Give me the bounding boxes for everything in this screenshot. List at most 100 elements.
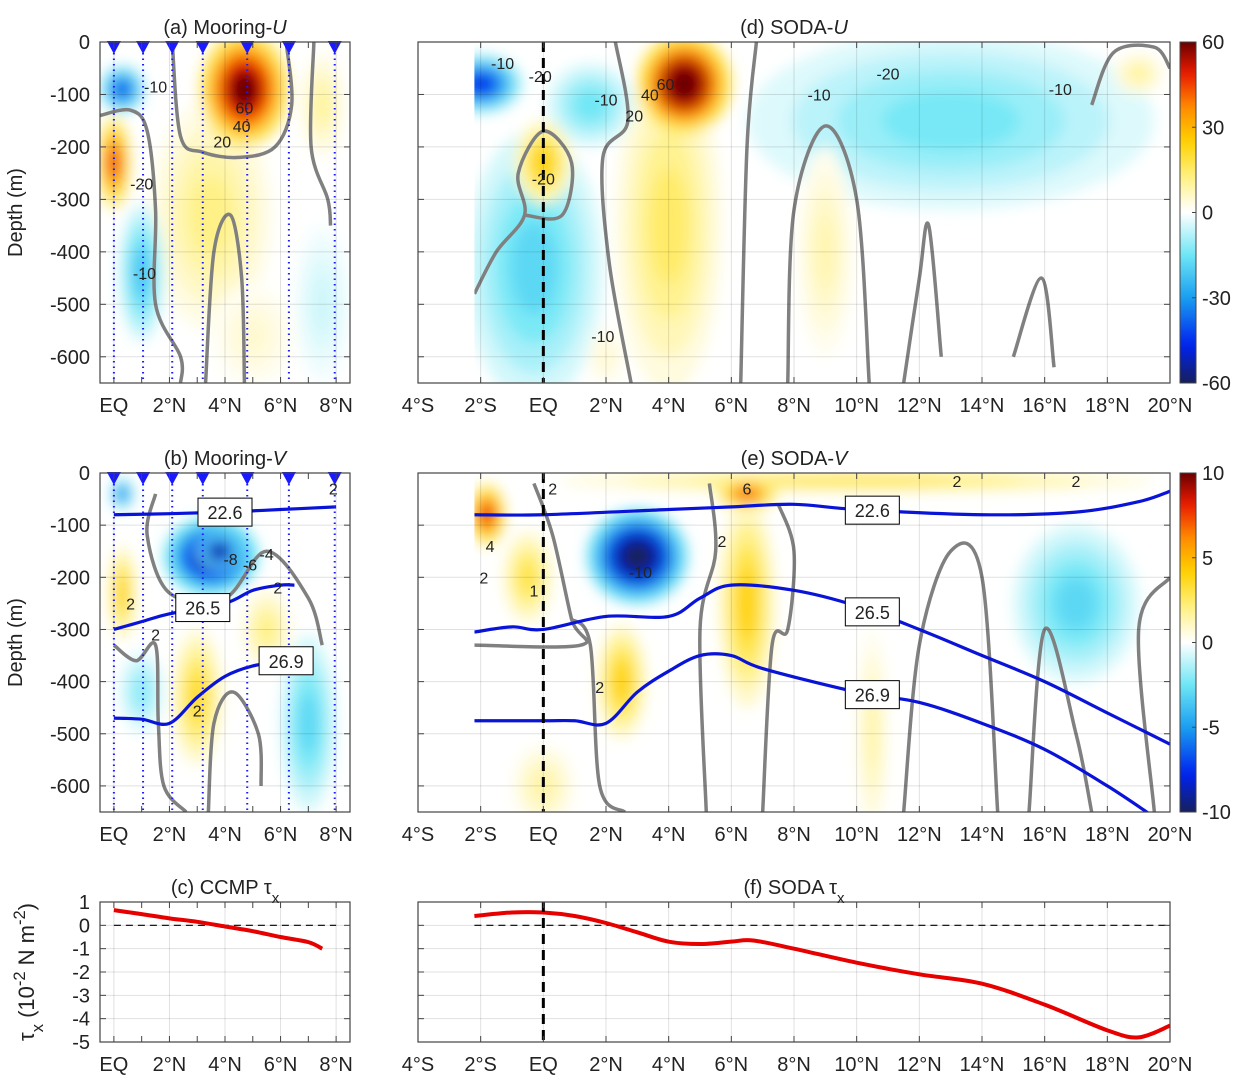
- x-tick-label: 8°N: [319, 395, 353, 417]
- zero-contour: [1136, 576, 1170, 812]
- y-tick-label: -200: [50, 567, 90, 589]
- mooring-triangle-icon: [195, 41, 210, 54]
- isopycnal-label-box: [844, 680, 900, 710]
- mooring-triangle-icon: [240, 472, 255, 485]
- isopycnal-line: [113, 659, 287, 726]
- x-tick-label: 20°N: [1148, 824, 1193, 846]
- zero-contour: [901, 221, 944, 383]
- colorbar-tick-label: 60: [1202, 32, 1224, 54]
- x-tick-label: 10°N: [834, 1054, 879, 1076]
- field-blob: [474, 74, 495, 94]
- isopycnal-label-box: [197, 497, 253, 527]
- x-tick-label: 4°S: [402, 395, 434, 417]
- mooring-triangle-icon: [165, 472, 180, 485]
- isopycnal-label: 26.5: [855, 603, 890, 623]
- colorbar-tick-label: 10: [1202, 463, 1224, 485]
- panel-title: (f) SODA τx: [744, 877, 845, 907]
- contour-label: 4: [486, 539, 495, 556]
- x-tick-label: 6°N: [715, 1054, 749, 1076]
- x-tick-label: 16°N: [1022, 395, 1067, 417]
- colorbar-tick-label: 0: [1202, 203, 1213, 225]
- isopycnal-line: [474, 489, 1170, 517]
- contour-label: -4: [260, 547, 274, 564]
- x-tick-label: 10°N: [834, 824, 879, 846]
- label-part: (c) CCMP: [171, 877, 264, 899]
- y-tick-label: -4: [72, 1009, 90, 1031]
- colorbar-tick-label: 30: [1202, 117, 1224, 139]
- zero-contour: [100, 107, 185, 383]
- zero-contour: [785, 124, 871, 383]
- field-blob: [314, 87, 330, 123]
- label-part: (a) Mooring-: [163, 17, 272, 39]
- contour-label: 6: [743, 482, 752, 499]
- contour-label: -10: [594, 93, 617, 110]
- colorbar-tick-label: 0: [1202, 633, 1213, 655]
- label-part: V: [834, 448, 849, 470]
- field-d: [474, 42, 1170, 383]
- x-tick-label: 6°N: [715, 395, 749, 417]
- field-e: [474, 473, 1170, 812]
- contour-label: 40: [233, 119, 251, 136]
- label-part: ): [14, 903, 39, 910]
- field-blob: [1130, 66, 1148, 81]
- field-blob: [134, 249, 150, 297]
- field-blob: [190, 175, 232, 255]
- field-blob: [575, 90, 606, 120]
- contour-label: 2: [273, 581, 282, 598]
- mooring-triangle-icon: [165, 41, 180, 54]
- field-b: [108, 478, 337, 812]
- field-blob: [650, 168, 687, 283]
- label-part: U: [833, 17, 848, 39]
- x-tick-label: 14°N: [960, 1054, 1005, 1076]
- contour-label: -10: [629, 565, 652, 582]
- zero-contour: [570, 617, 627, 812]
- panel-f: [417, 901, 1171, 1043]
- x-tick-label: 20°N: [1148, 1054, 1193, 1076]
- label-part: τ: [264, 877, 272, 899]
- label-part: -2: [11, 971, 29, 986]
- label-part: U: [272, 17, 287, 39]
- x-tick-label: EQ: [529, 395, 558, 417]
- zero-contour: [600, 42, 633, 383]
- field-blob: [118, 488, 126, 500]
- panel-e: [417, 472, 1171, 813]
- panel-c: [99, 901, 351, 1043]
- label-part: (e) SODA-: [741, 448, 834, 470]
- panel-d: [417, 41, 1171, 384]
- panel-title: (a) Mooring-U: [163, 17, 287, 39]
- x-tick-label: 6°N: [264, 1054, 298, 1076]
- x-tick-label: 2°N: [589, 1054, 623, 1076]
- contour-label: 2: [1072, 474, 1081, 491]
- x-tick-label: 8°N: [319, 1054, 353, 1076]
- mooring-triangle-icon: [136, 472, 151, 485]
- contour-label: -20: [532, 171, 555, 188]
- field-blob: [881, 90, 1020, 152]
- contour-label: 2: [595, 680, 604, 697]
- field-blob: [108, 146, 120, 179]
- y-tick-label: -500: [50, 724, 90, 746]
- y-tick-label: 0: [79, 463, 90, 485]
- isopycnal-label-box: [175, 593, 231, 623]
- contour-label: 2: [717, 534, 726, 551]
- x-tick-label: 2°S: [464, 824, 496, 846]
- x-tick-label: 4°N: [652, 395, 686, 417]
- contour-label: -10: [1049, 82, 1072, 99]
- contour-label: -20: [529, 69, 552, 86]
- x-tick-label: 2°S: [464, 1054, 496, 1076]
- x-tick-label: EQ: [99, 1054, 128, 1076]
- y-tick-label: -1: [72, 939, 90, 961]
- label-part: (d) SODA-: [740, 17, 833, 39]
- x-tick-label: 10°N: [834, 395, 879, 417]
- field-blob: [258, 615, 276, 644]
- field-blob: [755, 476, 958, 485]
- contour-label: 2: [952, 474, 961, 491]
- field-blob: [510, 221, 558, 314]
- y-tick-label: -100: [50, 84, 90, 106]
- label-part: x: [837, 890, 845, 907]
- x-tick-label: 6°N: [264, 824, 298, 846]
- y-tick-label: -600: [50, 347, 90, 369]
- field-blob: [737, 567, 757, 639]
- field-blob: [519, 561, 537, 594]
- contour-label: 2: [193, 703, 202, 720]
- x-tick-label: 20°N: [1148, 395, 1193, 417]
